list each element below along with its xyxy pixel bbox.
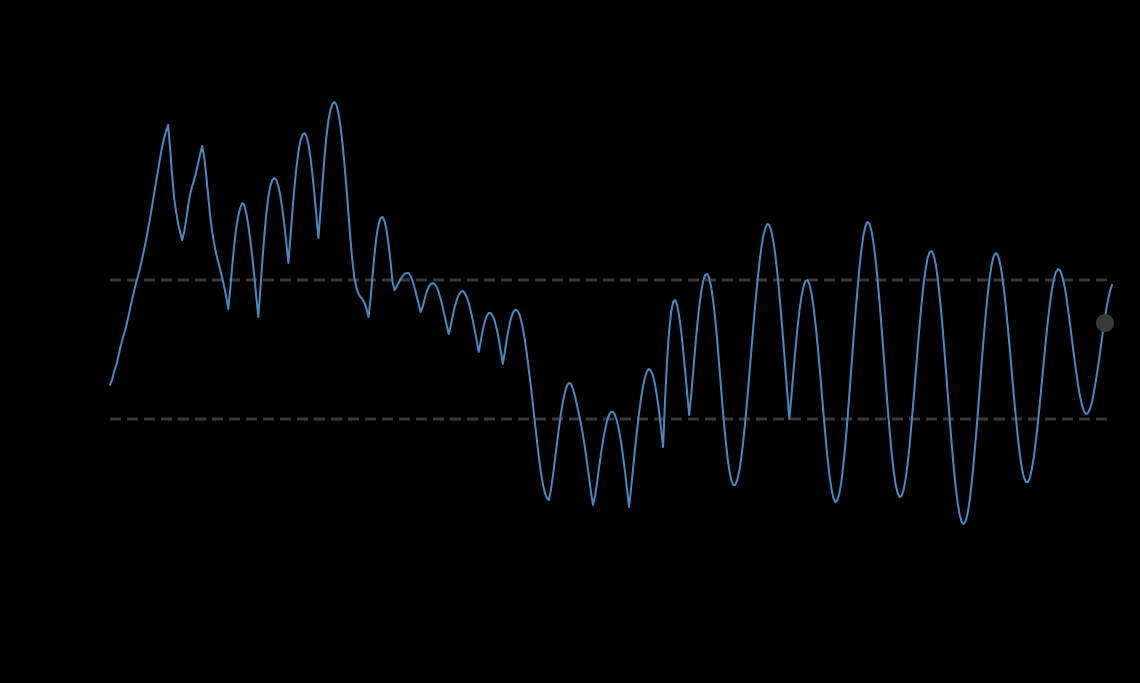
last-value-marker — [1096, 314, 1114, 332]
reference-lines — [110, 278, 1112, 421]
series-1-line — [109, 101, 1113, 525]
